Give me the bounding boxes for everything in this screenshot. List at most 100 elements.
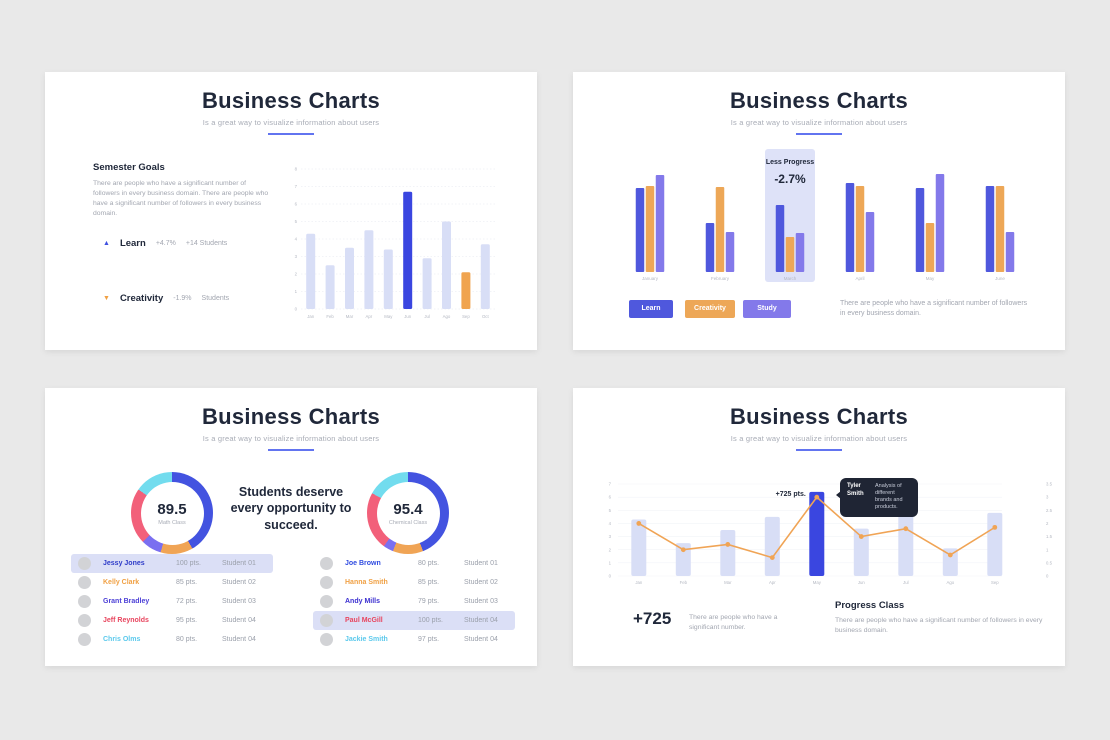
bar-Learn-June [985,186,995,272]
slide-header: Business Charts Is a great way to visual… [573,88,1065,135]
donut-hole: 89.5 Math Class [140,481,204,545]
semester-bar-chart: 0 1 2 3 4 5 6 7 8 Jan Feb Mar Apr May Jun Jul Ago Sep Oct [295,167,495,319]
avatar [320,614,333,627]
table-row: Paul McGill 100 pts. Student 04 [313,611,515,630]
student-id: Student 02 [464,579,498,586]
x-axis-label: May [384,314,393,319]
x-axis-label: Jan [307,314,315,319]
table-row: Andy Mills 79 pts. Student 03 [313,592,515,611]
slide-title: Business Charts [729,404,909,429]
y-axis-label: 4 [295,237,298,242]
bar-Ago [442,221,451,309]
student-id: Student 02 [222,579,256,586]
x-axis-label: Mar [724,580,732,585]
slide-semester-goals[interactable]: Business Charts Is a great way to visual… [45,72,537,350]
student-table-right: Joe Brown 80 pts. Student 01 Hanna Smith 85 … [313,554,515,649]
right-axis-label: 2 [1046,521,1049,526]
table-row: Kelly Clark 85 pts. Student 02 [71,573,273,592]
points: 100 pts. [418,617,443,624]
x-axis-label: June [995,276,1005,281]
x-axis-label: May [813,580,822,585]
tooltip-arrow [836,491,841,499]
bar-Learn-April [845,183,855,272]
y-axis-label: 2 [295,272,298,277]
data-point [858,534,864,539]
legend-button-study[interactable]: Study [743,300,791,318]
bar-Creativity-January [645,186,655,272]
y-axis-label: 1 [295,289,298,294]
bar-Study-January [655,175,665,272]
y-axis-label: 5 [295,219,298,224]
slide-subtitle: Is a great way to visualize information … [730,118,908,127]
slide-title: Business Charts [729,88,909,113]
student-name: Paul McGill [345,617,383,624]
bar-Feb [675,543,691,576]
table-row: Hanna Smith 85 pts. Student 02 [313,573,515,592]
stat-text: There are people who have a significant … [689,614,778,631]
slide-subtitle: Is a great way to visualize information … [202,434,380,443]
student-name: Jessy Jones [103,560,145,567]
left-axis-label: 5 [609,508,612,513]
x-axis-label: Jan [635,580,643,585]
slide-subtitle: Is a great way to visualize information … [730,434,908,443]
avatar [78,633,91,646]
points: 80 pts. [418,560,440,567]
student-id: Student 01 [464,560,498,567]
student-id: Student 01 [222,560,256,567]
x-axis-label: Ago [946,580,954,585]
x-axis-label: Oct [482,314,489,319]
x-axis-label: Feb [326,314,334,319]
bar-Jul [898,514,914,576]
metric-name: Creativity [119,293,164,304]
avatar [78,576,91,589]
y-axis-label: 8 [295,167,298,172]
table-row: Chris Olms 80 pts. Student 04 [71,630,273,649]
bar-May [809,491,825,576]
title-underline [796,133,842,135]
title-underline [796,449,842,451]
bar-Oct [480,244,490,309]
bar-Learn-March [775,205,785,272]
right-axis-label: 3.5 [1046,482,1053,487]
right-axis-label: 0.5 [1046,560,1053,565]
slide-subtitle: Is a great way to visualize information … [202,118,380,127]
x-axis-label: Apr [366,314,373,319]
table-row: Grant Bradley 72 pts. Student 03 [71,592,273,611]
bar-May [383,249,393,309]
bar-Creativity-May [925,223,935,272]
student-name: Kelly Clark [103,579,140,586]
bar-Mar [345,247,354,309]
bar-Creativity-February [715,187,725,272]
donut-chart-math: 89.5 Math Class [131,472,213,554]
student-id: Student 04 [222,636,256,643]
footer-text: There are people who have a significant … [835,617,1043,634]
slide-progress-class[interactable]: Business Charts Is a great way to visual… [573,388,1065,666]
avatar [78,557,91,570]
student-id: Student 04 [464,636,498,643]
left-axis-label: 6 [609,495,612,500]
student-id: Student 04 [464,617,498,624]
slide-donuts-tables[interactable]: Business Charts Is a great way to visual… [45,388,537,666]
metric-change: -1.9% [173,295,192,302]
y-axis-label: 6 [295,202,298,207]
x-axis-label: January [642,276,659,281]
right-axis-label: 3 [1046,495,1049,500]
bar-Mar [720,530,736,576]
donut-chart-chemical: 95.4 Chemical Class [367,472,449,554]
bar-Sep [461,272,471,309]
student-id: Student 03 [222,598,256,605]
y-axis-label: 3 [295,254,298,259]
legend-button-learn[interactable]: Learn [629,300,673,318]
bar-Creativity-April [855,186,865,272]
points: 100 pts. [176,560,201,567]
metric-name: Learn [119,238,146,249]
legend-button-creativity[interactable]: Creativity [685,300,735,318]
x-axis-label: March [784,276,797,281]
trend-down-icon: ▼ [103,295,110,302]
donut-label: Chemical Class [388,519,428,526]
points: 85 pts. [176,579,198,586]
slide-grouped-bars[interactable]: Business Charts Is a great way to visual… [573,72,1065,350]
student-table-left: Jessy Jones 100 pts. Student 01 Kelly Clark… [71,554,273,649]
bar-Creativity-June [995,186,1005,272]
